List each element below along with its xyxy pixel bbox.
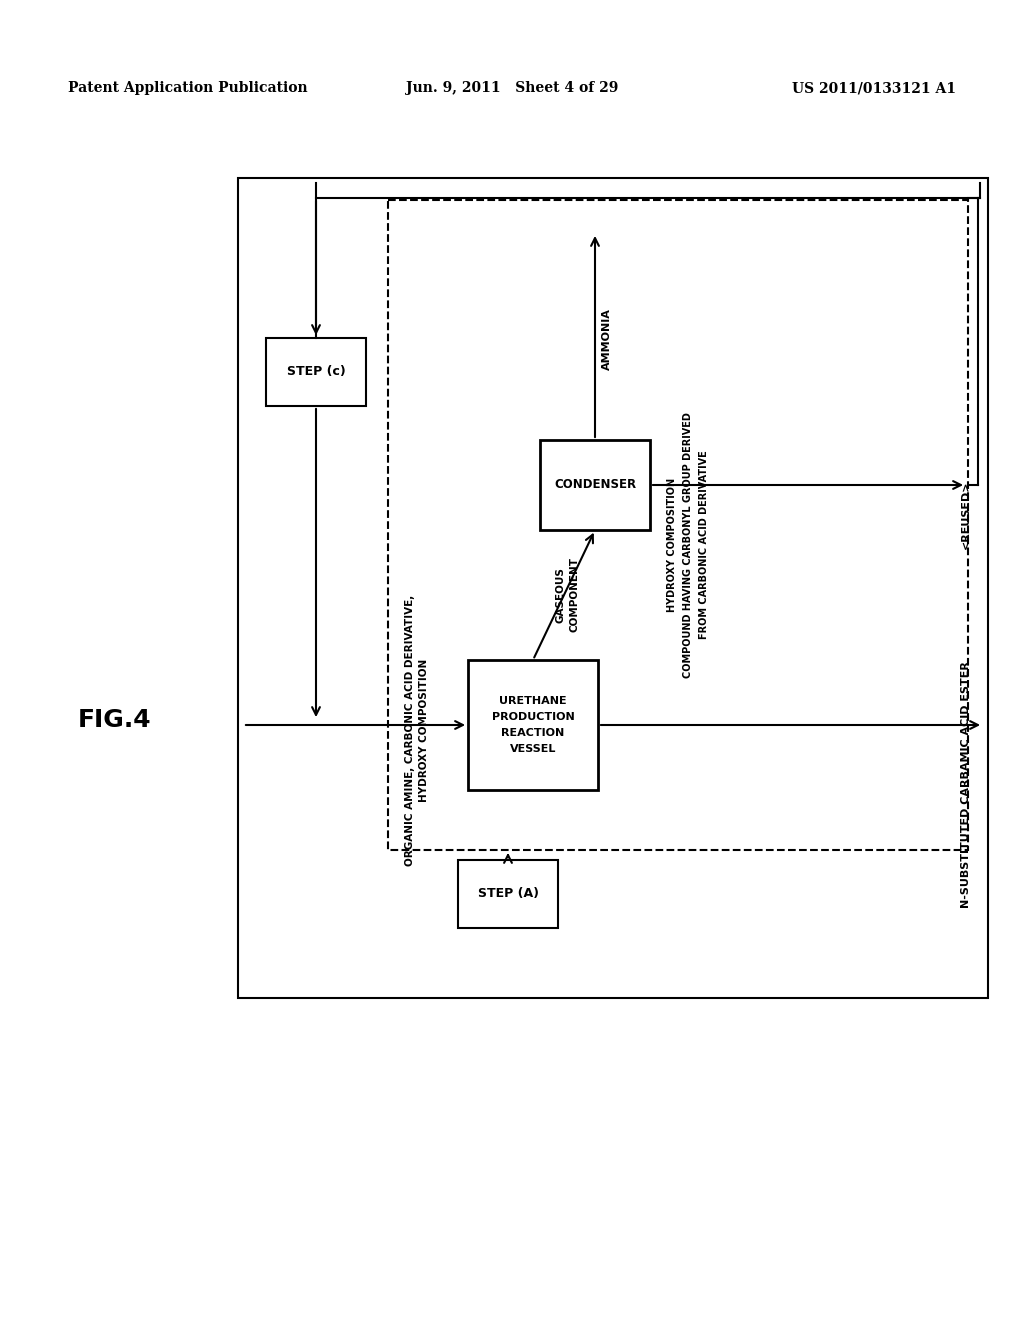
Text: REACTION: REACTION: [502, 729, 564, 738]
Bar: [540, 440, 650, 531]
Text: VESSEL: VESSEL: [510, 744, 556, 754]
Text: Jun. 9, 2011   Sheet 4 of 29: Jun. 9, 2011 Sheet 4 of 29: [406, 81, 618, 95]
Text: URETHANE: URETHANE: [499, 696, 567, 706]
Text: GASEOUS: GASEOUS: [556, 568, 566, 623]
Text: PRODUCTION: PRODUCTION: [492, 711, 574, 722]
Text: HYDROXY COMPOSITION: HYDROXY COMPOSITION: [419, 659, 429, 801]
Bar: [458, 861, 558, 928]
Text: ORGANIC AMINE, CARBONIC ACID DERIVATIVE,: ORGANIC AMINE, CARBONIC ACID DERIVATIVE,: [406, 594, 415, 866]
Text: HYDROXY COMPOSITION: HYDROXY COMPOSITION: [667, 478, 677, 612]
Bar: [468, 660, 598, 789]
Text: FIG.4: FIG.4: [78, 708, 152, 733]
Text: STEP (A): STEP (A): [477, 887, 539, 900]
Text: FROM CARBONIC ACID DERIVATIVE: FROM CARBONIC ACID DERIVATIVE: [699, 450, 709, 639]
Text: AMMONIA: AMMONIA: [602, 308, 612, 370]
Text: US 2011/0133121 A1: US 2011/0133121 A1: [792, 81, 956, 95]
Text: <REUSED>: <REUSED>: [961, 480, 971, 549]
Text: N-SUBSTITUTED CARBAMIC ACID ESTER: N-SUBSTITUTED CARBAMIC ACID ESTER: [961, 661, 971, 908]
Text: CONDENSER: CONDENSER: [554, 479, 636, 491]
Text: STEP (c): STEP (c): [287, 366, 345, 379]
Bar: [238, 178, 988, 998]
Bar: [388, 201, 968, 850]
Text: Patent Application Publication: Patent Application Publication: [68, 81, 307, 95]
Bar: [266, 338, 366, 407]
Text: COMPOUND HAVING CARBONYL GROUP DERIVED: COMPOUND HAVING CARBONYL GROUP DERIVED: [683, 412, 693, 678]
Text: COMPONENT: COMPONENT: [569, 557, 579, 632]
